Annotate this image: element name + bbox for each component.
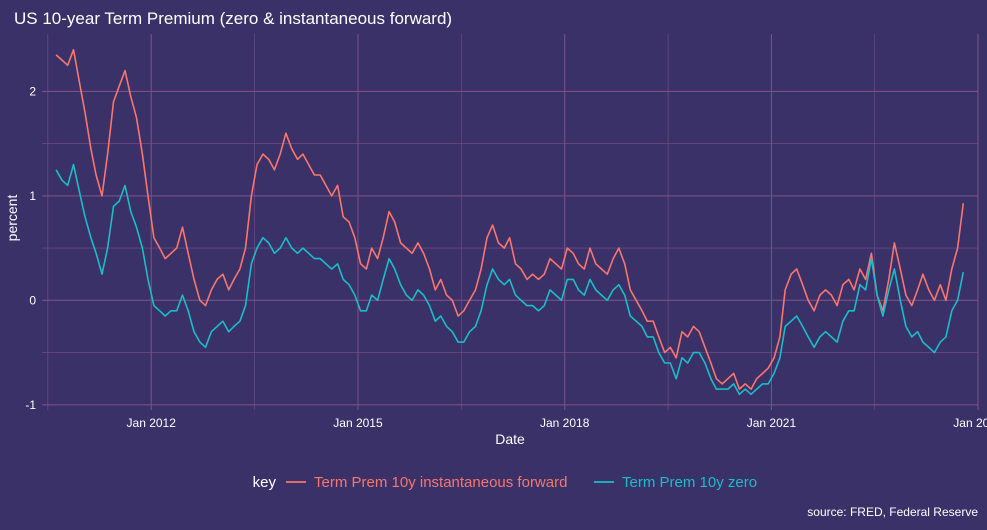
x-tick-label: Jan 2012	[127, 416, 177, 430]
y-axis-ticks: -1 0 1 2	[25, 84, 36, 411]
series-lines	[55, 48, 965, 396]
legend-label-forward: Term Prem 10y instantaneous forward	[314, 474, 567, 491]
y-tick-label: 0	[29, 293, 36, 307]
legend-title: key	[253, 474, 277, 491]
x-tick-label: Jan 2021	[747, 416, 797, 430]
series-line-zero	[55, 163, 965, 396]
x-axis-ticks: Jan 2012 Jan 2015 Jan 2018 Jan 2021 Jan 2024	[127, 416, 987, 430]
y-axis-label: percent	[4, 195, 20, 242]
series-line-forward	[55, 48, 965, 390]
y-tick-label: 1	[29, 189, 36, 203]
x-tick-label: Jan 2018	[540, 416, 590, 430]
chart-title: US 10-year Term Premium (zero & instanta…	[14, 9, 452, 28]
y-tick-label: -1	[25, 398, 36, 412]
x-tick-label: Jan 2015	[333, 416, 383, 430]
legend-label-zero: Term Prem 10y zero	[622, 474, 757, 491]
legend: key Term Prem 10y instantaneous forward …	[253, 474, 757, 491]
x-tick-label: Jan 2024	[953, 416, 987, 430]
x-axis-label: Date	[495, 431, 525, 447]
chart-caption: source: FRED, Federal Reserve	[807, 505, 978, 519]
y-tick-label: 2	[29, 84, 36, 98]
